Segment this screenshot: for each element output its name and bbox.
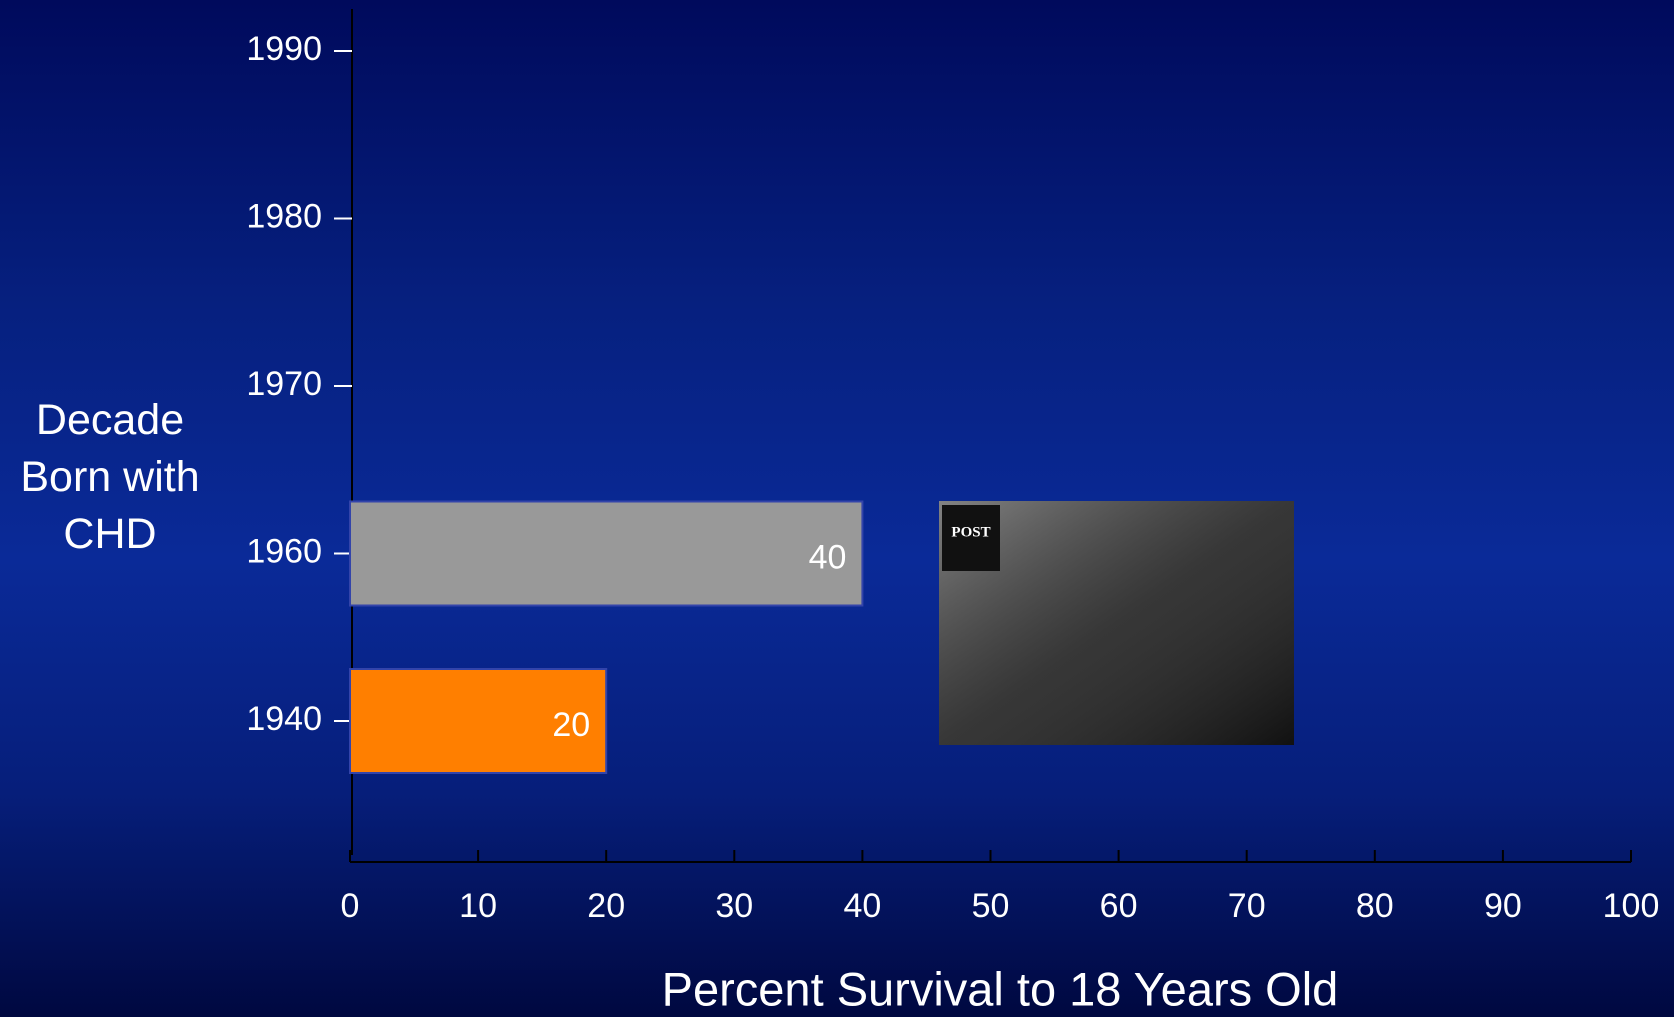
x-tick-label: 70 — [1228, 887, 1266, 925]
y-tick-label: 1940 — [246, 700, 322, 738]
x-tick-label: 10 — [459, 887, 497, 925]
x-axis-title: Percent Survival to 18 Years Old — [662, 962, 1339, 1015]
x-tick-label: 90 — [1484, 887, 1522, 925]
bar — [349, 500, 864, 607]
magazine-cover — [942, 505, 1000, 571]
x-tick-label: 40 — [843, 887, 881, 925]
bar — [349, 668, 608, 774]
x-tick-label: 0 — [341, 887, 360, 925]
y-axis-title: Decade Born with CHD — [20, 396, 200, 558]
bar-value-label: 40 — [809, 538, 847, 576]
bar-value-label: 20 — [552, 706, 590, 744]
x-tick-label: 80 — [1356, 887, 1394, 925]
y-tick-label: 1980 — [246, 197, 322, 235]
x-tick-label: 60 — [1100, 887, 1138, 925]
y-tick-label: 1960 — [246, 532, 322, 570]
x-tick-label: 20 — [587, 887, 625, 925]
x-tick-label: 30 — [715, 887, 753, 925]
photo-text: POST — [951, 524, 990, 540]
x-tick-label: 50 — [972, 887, 1010, 925]
x-tick-label: 100 — [1603, 887, 1660, 925]
y-tick-label: 1970 — [246, 365, 322, 403]
photo: POST — [939, 501, 1294, 745]
y-tick-label: 1990 — [246, 30, 322, 68]
